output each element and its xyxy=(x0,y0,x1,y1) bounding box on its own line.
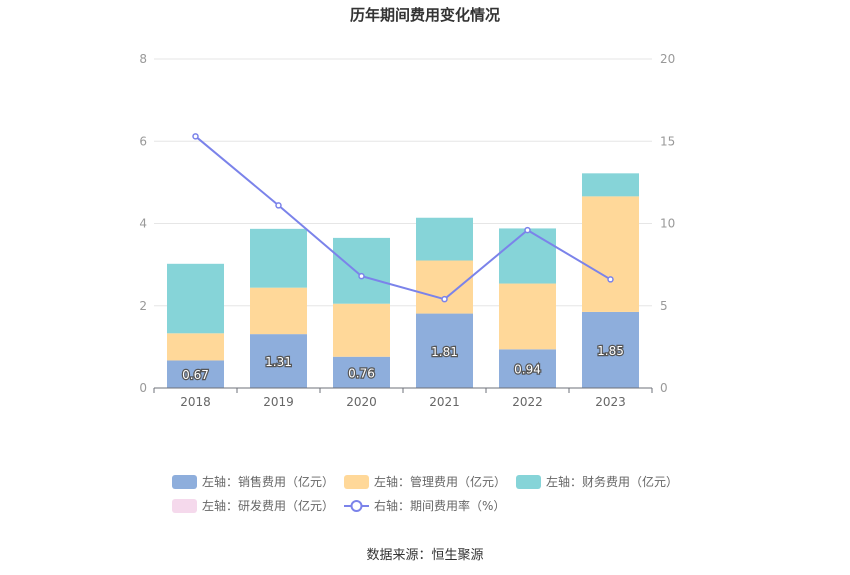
bars xyxy=(167,173,639,388)
rate-point xyxy=(275,202,282,209)
bar-segment xyxy=(167,333,224,361)
legend-item: 左轴：销售费用（亿元） xyxy=(172,474,334,489)
right-tick-label: 0 xyxy=(660,381,668,395)
bar-segment xyxy=(416,260,473,314)
bar-segment xyxy=(499,349,556,388)
legend-item: 左轴：管理费用（亿元） xyxy=(344,474,506,489)
bar-segment xyxy=(333,237,390,304)
x-tick-label: 2022 xyxy=(512,395,543,409)
rate-line-path xyxy=(194,135,612,301)
legend-label: 左轴：财务费用（亿元） xyxy=(546,474,678,489)
bar-segment xyxy=(250,228,307,288)
legend-label: 右轴：期间费用率（%） xyxy=(374,498,505,513)
right-tick-label: 5 xyxy=(660,299,668,313)
rate-point xyxy=(441,295,448,303)
legend-item: 左轴：研发费用（亿元） xyxy=(172,498,334,513)
bar-data-label: 1.85 xyxy=(597,344,624,358)
right-tick-label: 20 xyxy=(660,52,675,66)
chart-title: 历年期间费用变化情况 xyxy=(350,6,500,24)
x-axis: 2018 2019 2020 2021 2022 2023 xyxy=(153,387,653,409)
left-tick-label: 6 xyxy=(139,134,147,148)
legend-item: 右轴：期间费用率（%） xyxy=(344,498,505,513)
bar-segment xyxy=(416,313,473,388)
legend-label: 左轴：研发费用（亿元） xyxy=(202,498,334,513)
left-tick-label: 2 xyxy=(139,299,147,313)
bar-segment xyxy=(582,173,639,197)
rate-line xyxy=(192,133,614,303)
left-tick-label: 8 xyxy=(139,52,147,66)
left-tick-label: 4 xyxy=(139,217,147,231)
bar-data-label: 0.76 xyxy=(348,366,375,380)
grid-lines xyxy=(154,58,652,307)
bar-segment xyxy=(167,263,224,334)
right-tick-label: 10 xyxy=(660,217,675,231)
legend-line-marker xyxy=(350,500,363,512)
bar-data-label: 1.31 xyxy=(265,355,292,369)
legend-swatch xyxy=(344,475,369,489)
legend-swatch xyxy=(172,499,197,513)
right-axis-ticks: 0 5 10 15 20 xyxy=(660,52,675,395)
legend-item: 左轴：财务费用（亿元） xyxy=(516,474,678,489)
rate-point xyxy=(192,133,199,140)
data-source: 数据来源：恒生聚源 xyxy=(366,548,483,563)
right-tick-label: 15 xyxy=(660,134,675,148)
bar-segment xyxy=(250,287,307,335)
bar-segment xyxy=(416,217,473,261)
rate-point xyxy=(607,276,614,283)
bar-segment xyxy=(333,303,390,357)
legend-swatch xyxy=(172,475,197,489)
x-tick-label: 2019 xyxy=(263,395,294,409)
x-tick-label: 2021 xyxy=(429,395,460,409)
x-tick-label: 2023 xyxy=(595,395,626,409)
bar-segment xyxy=(499,283,556,350)
bar-labels: 0.67 1.31 0.76 1.81 0.94 1.85 xyxy=(181,343,625,384)
x-tick-label: 2020 xyxy=(346,395,377,409)
bar-segment xyxy=(582,196,639,312)
left-axis-ticks: 0 2 4 6 8 xyxy=(139,52,147,395)
bar-segment xyxy=(499,228,556,284)
rate-point xyxy=(358,272,365,280)
bar-segment xyxy=(167,360,224,388)
rate-point xyxy=(524,226,531,234)
bar-segment xyxy=(582,311,639,388)
legend-label: 左轴：销售费用（亿元） xyxy=(202,474,334,489)
left-tick-label: 0 xyxy=(139,381,147,395)
legend: 左轴：销售费用（亿元） 左轴：管理费用（亿元） 左轴：财务费用（亿元） 左轴：研发费用… xyxy=(172,474,678,513)
bar-data-label: 0.94 xyxy=(514,363,541,377)
bar-segment xyxy=(333,356,390,388)
bar-segment xyxy=(250,334,307,388)
legend-swatch xyxy=(516,475,541,489)
bar-data-label: 0.67 xyxy=(182,368,209,382)
x-tick-label: 2018 xyxy=(180,395,211,409)
bar-data-label: 1.81 xyxy=(431,345,458,359)
legend-label: 左轴：管理费用（亿元） xyxy=(374,474,506,489)
